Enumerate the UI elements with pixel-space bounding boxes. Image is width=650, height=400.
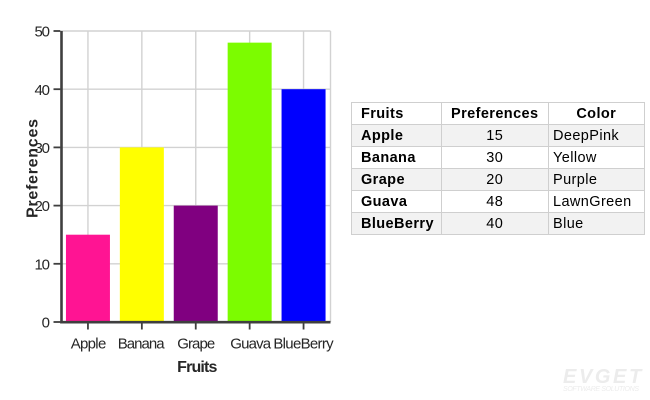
- svg-text:20: 20: [35, 198, 51, 215]
- svg-text:10: 10: [35, 256, 51, 273]
- svg-text:Guava: Guava: [230, 335, 272, 352]
- svg-text:50: 50: [35, 24, 51, 41]
- svg-text:0: 0: [42, 315, 50, 332]
- svg-text:Grape: Grape: [177, 335, 215, 352]
- svg-text:Fruits: Fruits: [177, 359, 217, 376]
- svg-text:40: 40: [35, 82, 51, 99]
- svg-text:30: 30: [35, 140, 51, 157]
- svg-text:BlueBerry: BlueBerry: [273, 335, 334, 352]
- svg-text:Banana: Banana: [118, 335, 166, 352]
- svg-text:Apple: Apple: [71, 335, 107, 352]
- svg-text:Preferences: Preferences: [25, 119, 42, 218]
